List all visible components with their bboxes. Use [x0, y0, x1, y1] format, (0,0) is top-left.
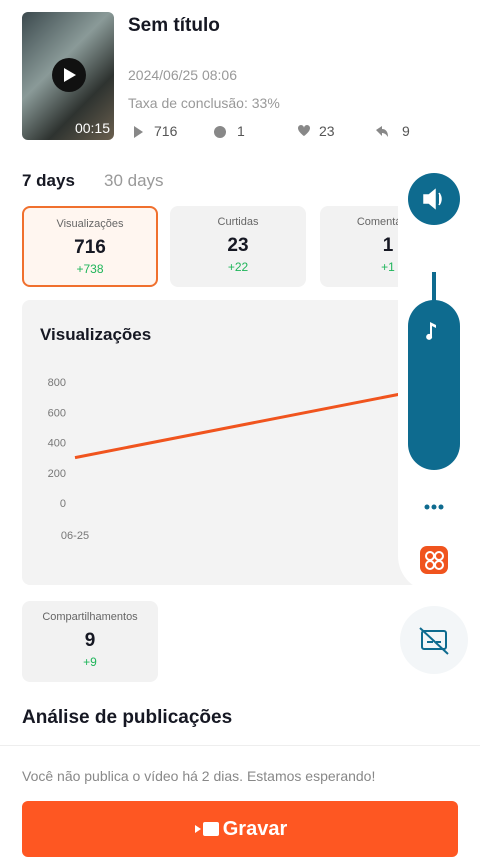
chart-title: Visualizações — [40, 325, 151, 344]
card-delta: +22 — [227, 260, 249, 274]
metric-card[interactable]: Compartilhamentos 9 +9 — [22, 601, 158, 682]
video-title: Sem título — [128, 15, 220, 36]
card-value: 1 — [382, 235, 394, 256]
divider — [0, 745, 480, 746]
card-label: Curtidas — [217, 216, 259, 228]
y-tick-label: 400 — [48, 438, 66, 450]
card-value: 23 — [227, 235, 249, 256]
slider-handle[interactable] — [432, 272, 436, 302]
template-button[interactable] — [420, 546, 448, 574]
tab-7-days[interactable]: 7 days — [22, 171, 75, 190]
section-title: Análise de publicações — [22, 707, 233, 728]
chart: Visualizações 0 200 400 600 800 06-25 — [22, 300, 422, 585]
completion-rate: Taxa de conclusão: 33% — [128, 95, 280, 111]
thumbnail[interactable]: 00:15 — [22, 12, 114, 140]
y-tick-label: 800 — [48, 377, 66, 389]
record-button[interactable]: Gravar — [22, 801, 458, 857]
card-delta: +738 — [76, 262, 104, 276]
stat-icons — [134, 125, 388, 138]
duration: 00:15 — [74, 120, 110, 136]
card-label: Compartilhamentos — [42, 611, 138, 623]
message: Você não publica o vídeo há 2 dias. Esta… — [22, 768, 376, 784]
card-delta: +1 — [381, 260, 395, 274]
plays-count: 716 — [154, 123, 178, 139]
video-date: 2024/06/25 08:06 — [128, 67, 237, 83]
y-tick-label: 0 — [60, 498, 66, 510]
card-delta: +9 — [83, 655, 97, 669]
likes-count: 23 — [319, 123, 335, 139]
camera-icon — [194, 822, 219, 836]
y-tick-label: 200 — [48, 468, 66, 480]
data-line — [74, 392, 401, 460]
comments-count: 1 — [237, 123, 245, 139]
more-button[interactable] — [424, 504, 444, 510]
button-label: Gravar — [222, 817, 288, 840]
metric-card[interactable]: Curtidas 23 +22 — [170, 206, 306, 287]
card-value: 9 — [84, 630, 96, 651]
play-icon — [64, 68, 76, 82]
card-label: Visualizações — [56, 218, 124, 230]
metric-card[interactable]: Visualizações 716 +738 — [22, 206, 158, 287]
y-tick-label: 600 — [48, 407, 66, 419]
card-value: 716 — [74, 237, 106, 258]
shares-count: 9 — [402, 123, 410, 139]
music-slider[interactable] — [408, 300, 460, 470]
x-tick-label: 06-25 — [61, 530, 89, 542]
floating-panel — [398, 170, 470, 674]
tab-30-days[interactable]: 30 days — [104, 171, 164, 190]
